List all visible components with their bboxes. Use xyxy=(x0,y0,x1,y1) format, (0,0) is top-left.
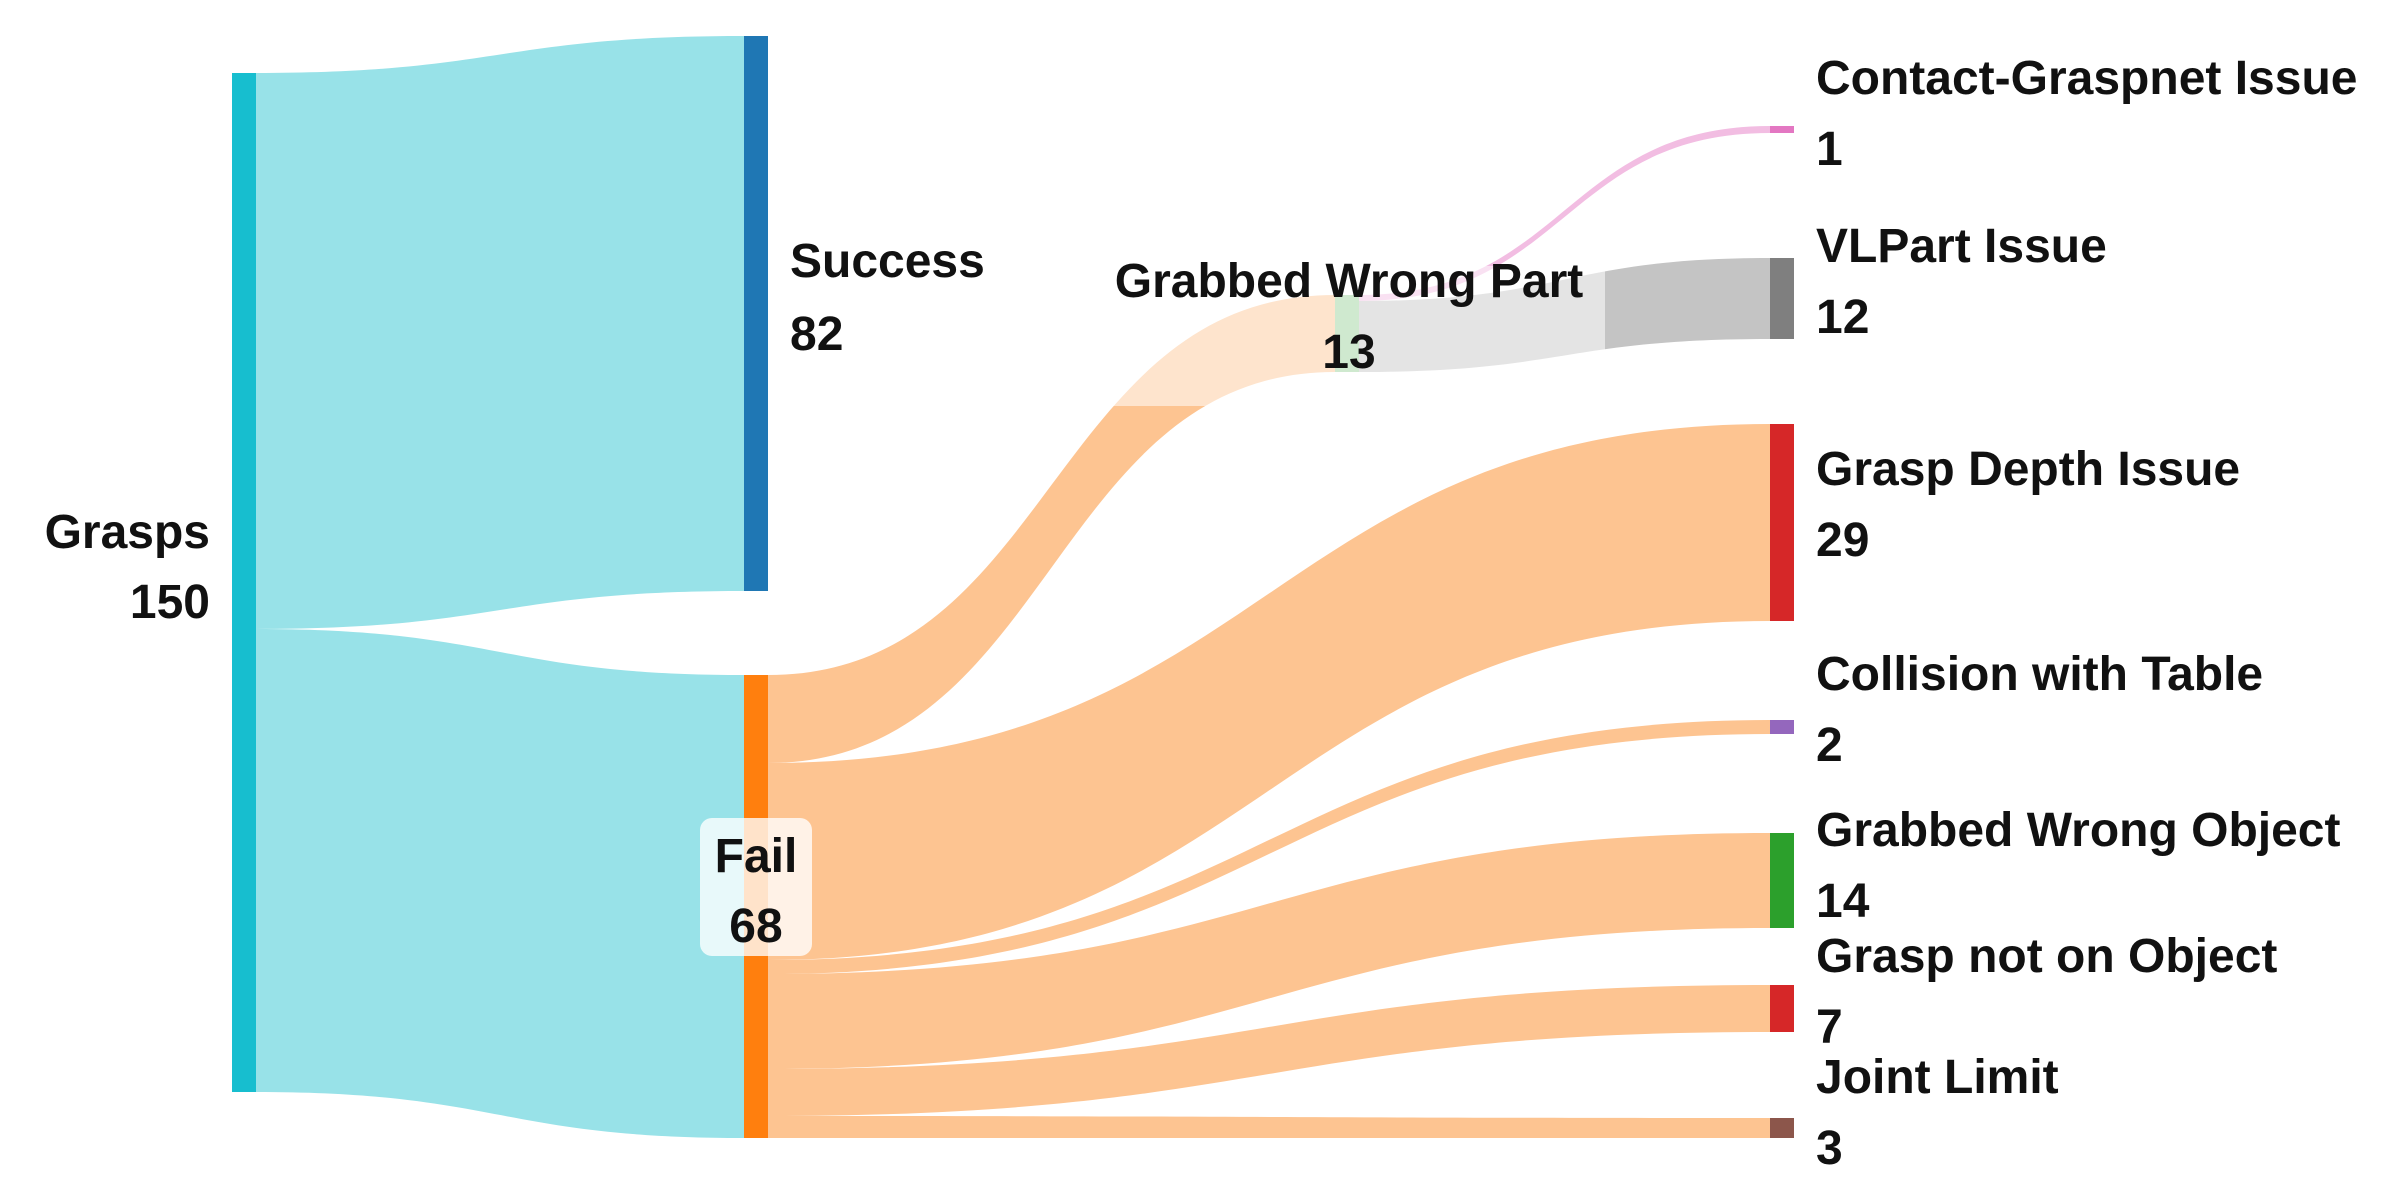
node-joint-limit xyxy=(1770,1118,1794,1138)
link-fail-to-wrong-part xyxy=(768,295,1335,763)
node-value-grasps: 150 xyxy=(130,576,210,629)
node-value-fail: 68 xyxy=(729,900,782,953)
node-value-vlpart: 12 xyxy=(1816,291,1869,344)
node-grasp-depth xyxy=(1770,424,1794,621)
node-wrong-part xyxy=(1335,295,1359,372)
node-label-vlpart: VLPart Issue xyxy=(1816,220,2107,273)
node-wrong-object xyxy=(1770,833,1794,928)
node-grasps xyxy=(232,73,256,1092)
node-success xyxy=(744,36,768,591)
node-value-wrong-part: 13 xyxy=(1322,326,1375,379)
link-fail-to-not-on-object xyxy=(768,985,1770,1116)
sankey-labels: Grasps 150 Success 82 Fail 68 Grabbed Wrong Pa… xyxy=(45,52,2358,1175)
node-value-wrong-object: 14 xyxy=(1816,875,1870,928)
link-fail-to-grasp-depth xyxy=(768,424,1770,960)
node-value-success: 82 xyxy=(790,308,843,361)
node-label-grasps: Grasps xyxy=(45,506,210,559)
node-value-not-on-object: 7 xyxy=(1816,1001,1843,1054)
node-value-joint-limit: 3 xyxy=(1816,1122,1843,1175)
node-label-joint-limit: Joint Limit xyxy=(1816,1051,2059,1104)
link-fail-to-wrong-object xyxy=(768,833,1770,1069)
node-label-wrong-part: Grabbed Wrong Part xyxy=(1115,255,1584,308)
node-label-success: Success xyxy=(790,235,985,288)
link-fail-to-joint-limit xyxy=(768,1116,1770,1138)
link-fail-to-collision-table xyxy=(768,720,1770,974)
link-grasps-to-fail xyxy=(256,629,744,1138)
node-vlpart xyxy=(1770,258,1794,339)
node-collision-table xyxy=(1770,720,1794,734)
node-label-wrong-object: Grabbed Wrong Object xyxy=(1816,804,2341,857)
link-grasps-to-success xyxy=(256,36,744,629)
node-label-collision-table: Collision with Table xyxy=(1816,648,2263,701)
node-label-contact-graspnet: Contact-Graspnet Issue xyxy=(1816,52,2357,105)
label-box-fail xyxy=(700,818,812,956)
sankey-nodes xyxy=(232,36,1794,1138)
link-wrong-part-to-contact-graspnet xyxy=(1359,126,1770,301)
node-label-fail: Fail xyxy=(715,830,798,883)
node-label-not-on-object: Grasp not on Object xyxy=(1816,930,2277,983)
node-value-collision-table: 2 xyxy=(1816,719,1843,772)
sankey-links xyxy=(256,36,1770,1138)
node-not-on-object xyxy=(1770,985,1794,1032)
node-contact-graspnet xyxy=(1770,126,1794,133)
node-value-contact-graspnet: 1 xyxy=(1816,123,1843,176)
node-label-grasp-depth: Grasp Depth Issue xyxy=(1816,443,2240,496)
node-value-grasp-depth: 29 xyxy=(1816,514,1869,567)
